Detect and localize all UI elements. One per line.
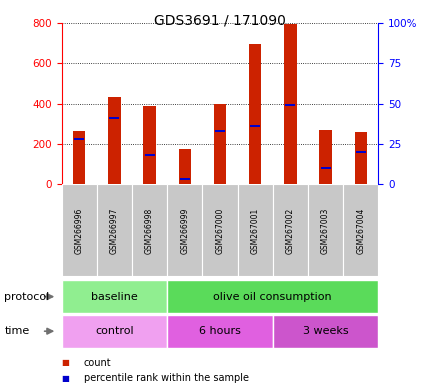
Text: percentile rank within the sample: percentile rank within the sample [84,373,249,383]
Text: GSM266999: GSM266999 [180,207,189,253]
Text: ■: ■ [62,374,70,383]
Bar [319,130,332,184]
Text: control: control [95,326,134,336]
Text: baseline: baseline [91,291,138,302]
Text: GSM267000: GSM267000 [216,207,224,253]
Text: GSM266997: GSM266997 [110,207,119,253]
Text: count: count [84,358,111,368]
Bar [108,97,121,184]
Bar [62,280,167,313]
Bar [250,125,260,127]
Bar [249,44,261,184]
Bar [62,315,167,348]
Bar [308,184,343,276]
Bar [273,315,378,348]
Bar [179,149,191,184]
Bar [143,106,156,184]
Bar [355,132,367,184]
Bar [214,104,226,184]
Bar [167,280,378,313]
Bar [62,184,97,276]
Bar [284,24,297,184]
Bar [167,315,273,348]
Bar [202,184,238,276]
Text: GSM267003: GSM267003 [321,207,330,253]
Text: protocol: protocol [4,291,50,302]
Bar [145,154,154,156]
Bar [132,184,167,276]
Bar [356,151,366,153]
Bar [215,130,225,132]
Text: GSM267001: GSM267001 [251,207,260,253]
Bar [74,138,84,140]
Bar [167,184,202,276]
Text: GSM266996: GSM266996 [75,207,84,253]
Bar [110,117,119,119]
Text: GSM266998: GSM266998 [145,207,154,253]
Bar [73,131,85,184]
Bar [97,184,132,276]
Bar [273,184,308,276]
Text: 6 hours: 6 hours [199,326,241,336]
Bar [343,184,378,276]
Text: GSM267002: GSM267002 [286,207,295,253]
Text: olive oil consumption: olive oil consumption [213,291,332,302]
Text: GDS3691 / 171090: GDS3691 / 171090 [154,13,286,27]
Text: ■: ■ [62,358,70,367]
Text: 3 weeks: 3 weeks [303,326,348,336]
Bar [180,179,190,180]
Bar [286,104,295,106]
Text: GSM267004: GSM267004 [356,207,365,253]
Bar [238,184,273,276]
Text: time: time [4,326,29,336]
Bar [321,167,330,169]
